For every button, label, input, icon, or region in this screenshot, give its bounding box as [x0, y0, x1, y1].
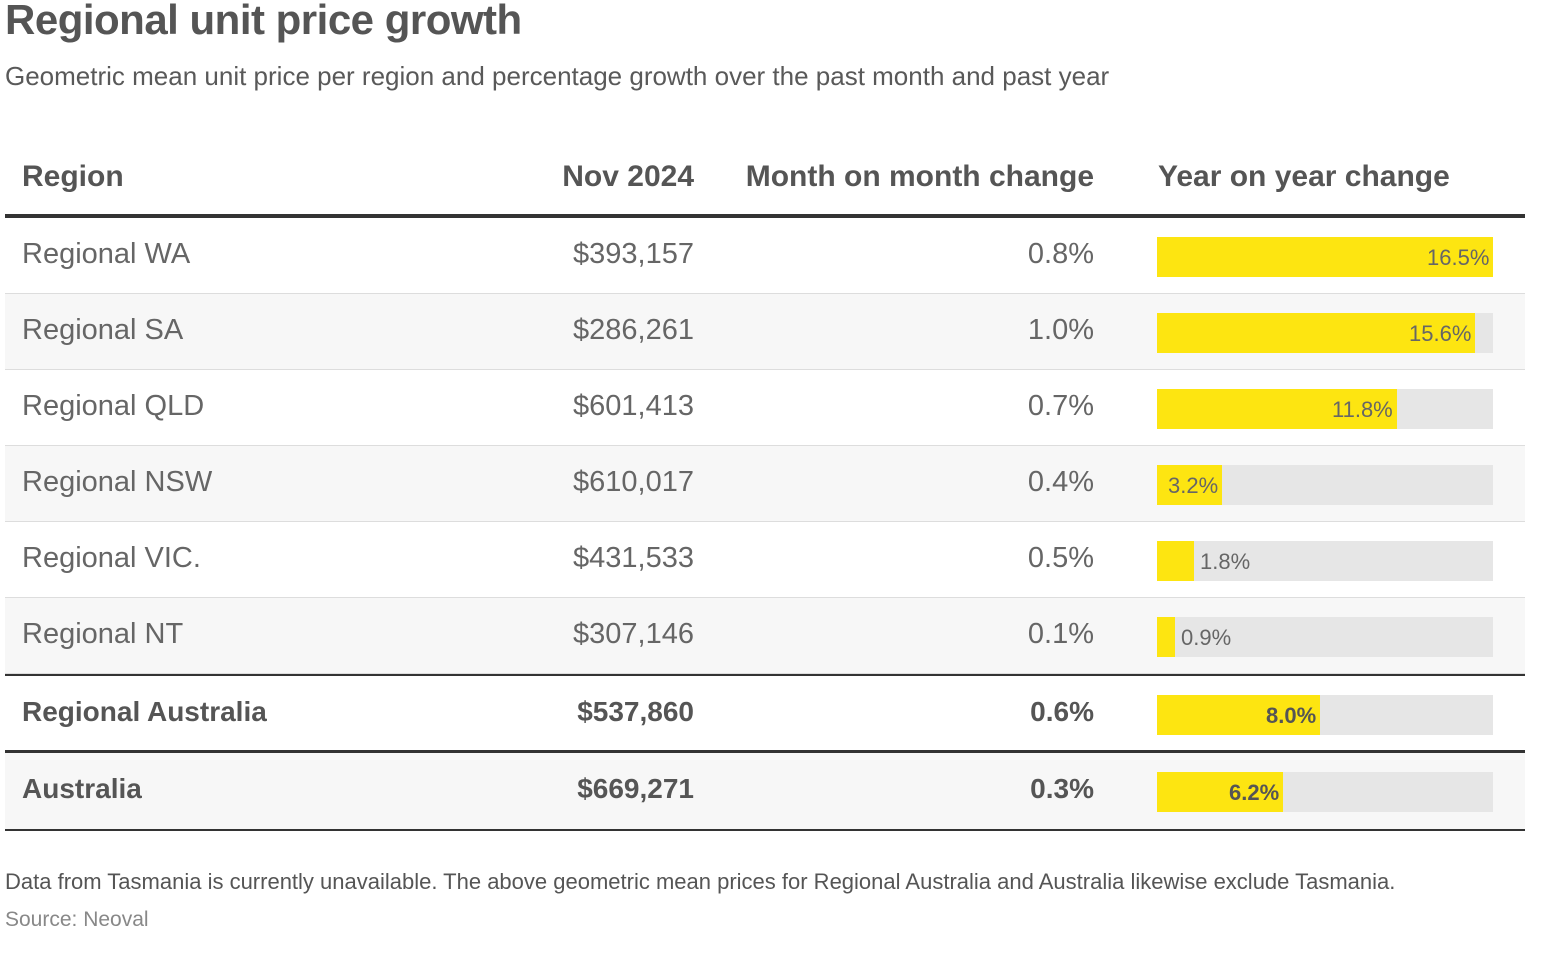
- yoy-bar: [1157, 541, 1194, 581]
- yoy-label: 8.0%: [1266, 703, 1317, 728]
- footnote: Data from Tasmania is currently unavaila…: [5, 869, 1396, 894]
- column-header-price: Nov 2024: [562, 160, 694, 193]
- yoy-bar-track: 1.8%: [1157, 541, 1493, 581]
- region-name: Regional QLD: [22, 390, 205, 422]
- table-row: Regional VIC. $431,533 0.5% 1.8%: [5, 522, 1525, 598]
- region-name: Regional SA: [22, 314, 184, 346]
- column-header-mom: Month on month change: [745, 160, 1094, 193]
- price-value: $286,261: [573, 314, 694, 346]
- column-header-yoy: Year on year change: [1158, 160, 1450, 193]
- mom-change: 0.1%: [1027, 618, 1094, 650]
- mom-change: 0.4%: [1027, 466, 1094, 498]
- yoy-bar-track: 16.5%: [1157, 237, 1493, 277]
- mom-change: 0.5%: [1027, 542, 1094, 574]
- table-row: Regional NT $307,146 0.1% 0.9%: [5, 598, 1525, 674]
- yoy-label: 3.2%: [1168, 473, 1219, 498]
- yoy-bar: [1157, 695, 1320, 735]
- yoy-label: 0.9%: [1181, 625, 1232, 650]
- region-name: Regional NSW: [22, 466, 213, 498]
- yoy-bar: [1157, 772, 1283, 812]
- region-name: Regional NT: [22, 618, 184, 650]
- mom-change: 0.6%: [1030, 696, 1094, 727]
- price-value: $669,271: [577, 773, 694, 804]
- yoy-bar-track: 15.6%: [1157, 313, 1493, 353]
- yoy-label: 1.8%: [1200, 549, 1251, 574]
- table-row: Regional QLD $601,413 0.7% 11.8%: [5, 370, 1525, 446]
- yoy-label: 15.6%: [1409, 321, 1472, 346]
- price-value: $393,157: [573, 238, 694, 270]
- table-row: Regional NSW $610,017 0.4% 3.2%: [5, 446, 1525, 522]
- mom-change: 0.3%: [1030, 773, 1094, 804]
- yoy-bar-track: 0.9%: [1157, 617, 1493, 657]
- price-value: $307,146: [573, 618, 694, 650]
- table-row: Regional WA $393,157 0.8% 16.5%: [5, 218, 1525, 294]
- mom-change: 0.8%: [1027, 238, 1094, 270]
- price-value: $610,017: [573, 466, 694, 498]
- chart-subtitle: Geometric mean unit price per region and…: [5, 61, 1110, 91]
- table-row: Australia $669,271 0.3% 6.2%: [5, 753, 1525, 831]
- yoy-bar: [1157, 617, 1175, 657]
- yoy-bar: [1157, 313, 1475, 353]
- chart-title: Regional unit price growth: [5, 0, 522, 43]
- yoy-label: 16.5%: [1427, 245, 1490, 270]
- mom-change: 1.0%: [1027, 314, 1094, 346]
- source-note: Source: Neoval: [5, 908, 149, 931]
- table-body: Regional WA $393,157 0.8% 16.5% Regional SA $…: [5, 218, 1525, 831]
- price-value: $431,533: [573, 542, 694, 574]
- region-name: Regional VIC.: [22, 542, 201, 574]
- yoy-bar-track: 6.2%: [1157, 772, 1493, 812]
- yoy-label: 6.2%: [1229, 780, 1280, 805]
- yoy-label: 11.8%: [1332, 397, 1393, 422]
- mom-change: 0.7%: [1027, 390, 1094, 422]
- table-row: Regional SA $286,261 1.0% 15.6%: [5, 294, 1525, 370]
- region-name: Regional WA: [22, 238, 191, 270]
- price-growth-table: Region Nov 2024 Month on month change Ye…: [5, 142, 1525, 831]
- price-value: $601,413: [573, 390, 694, 422]
- yoy-bar-track: 8.0%: [1157, 695, 1493, 735]
- column-header-region: Region: [22, 160, 124, 193]
- yoy-bar-track: 11.8%: [1157, 389, 1493, 429]
- yoy-bar: [1157, 465, 1222, 505]
- region-name: Australia: [22, 773, 142, 804]
- table-header: Region Nov 2024 Month on month change Ye…: [5, 142, 1525, 218]
- price-value: $537,860: [577, 696, 694, 727]
- region-name: Regional Australia: [22, 696, 267, 727]
- yoy-bar-track: 3.2%: [1157, 465, 1493, 505]
- yoy-bar: [1157, 389, 1397, 429]
- yoy-bar: [1157, 237, 1493, 277]
- table-row: Regional Australia $537,860 0.6% 8.0%: [5, 674, 1525, 753]
